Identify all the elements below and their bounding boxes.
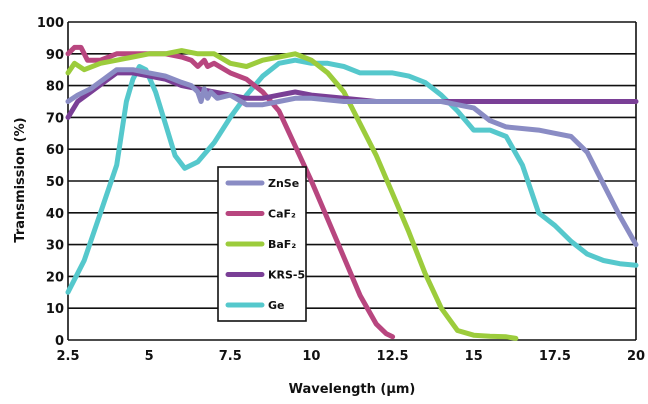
y-tick-label: 70 — [46, 111, 64, 126]
y-tick-label: 100 — [37, 16, 64, 31]
series-line-caf- — [65, 44, 396, 340]
y-tick-label: 80 — [46, 80, 64, 95]
x-tick-label: 5 — [145, 349, 154, 364]
legend-label: ZnSe — [268, 177, 299, 190]
x-tick-label: 17.5 — [539, 349, 571, 364]
legend-label: CaF₂ — [268, 208, 296, 221]
y-tick-label: 40 — [46, 207, 64, 222]
x-tick-label: 12.5 — [377, 349, 409, 364]
legend-label: KRS-5 — [268, 269, 305, 282]
y-tick-labels: 0 10 20 30 40 50 60 70 80 90 100 — [37, 16, 64, 349]
y-tick-label: 50 — [46, 175, 64, 190]
y-tick-label: 20 — [46, 270, 64, 285]
y-tick-label: 0 — [55, 334, 64, 349]
y-tick-label: 30 — [46, 239, 64, 254]
legend-label: Ge — [268, 299, 285, 312]
series-line-ge — [65, 57, 639, 295]
y-tick-label: 10 — [46, 302, 64, 317]
series-lines — [65, 44, 639, 341]
x-tick-label: 20 — [627, 349, 645, 364]
x-tick-label: 10 — [302, 349, 320, 364]
x-tick-label: 15 — [465, 349, 483, 364]
legend: ZnSe CaF₂ BaF₂ KRS-5 Ge — [217, 166, 307, 322]
x-tick-label: 7.5 — [219, 349, 242, 364]
legend-label: BaF₂ — [268, 238, 296, 251]
x-tick-labels: 2.5 5 7.5 10 12.5 15 17.5 20 — [56, 349, 645, 364]
y-axis-title: Transmission (%) — [13, 117, 28, 242]
x-tick-label: 2.5 — [56, 349, 79, 364]
series-line-baf- — [65, 48, 519, 341]
y-tick-label: 60 — [46, 143, 64, 158]
legend-items: ZnSe CaF₂ BaF₂ KRS-5 Ge — [225, 177, 305, 312]
series-line-znse — [65, 67, 639, 248]
y-tick-label: 90 — [46, 48, 64, 63]
x-axis-title: Wavelength (μm) — [289, 382, 416, 397]
